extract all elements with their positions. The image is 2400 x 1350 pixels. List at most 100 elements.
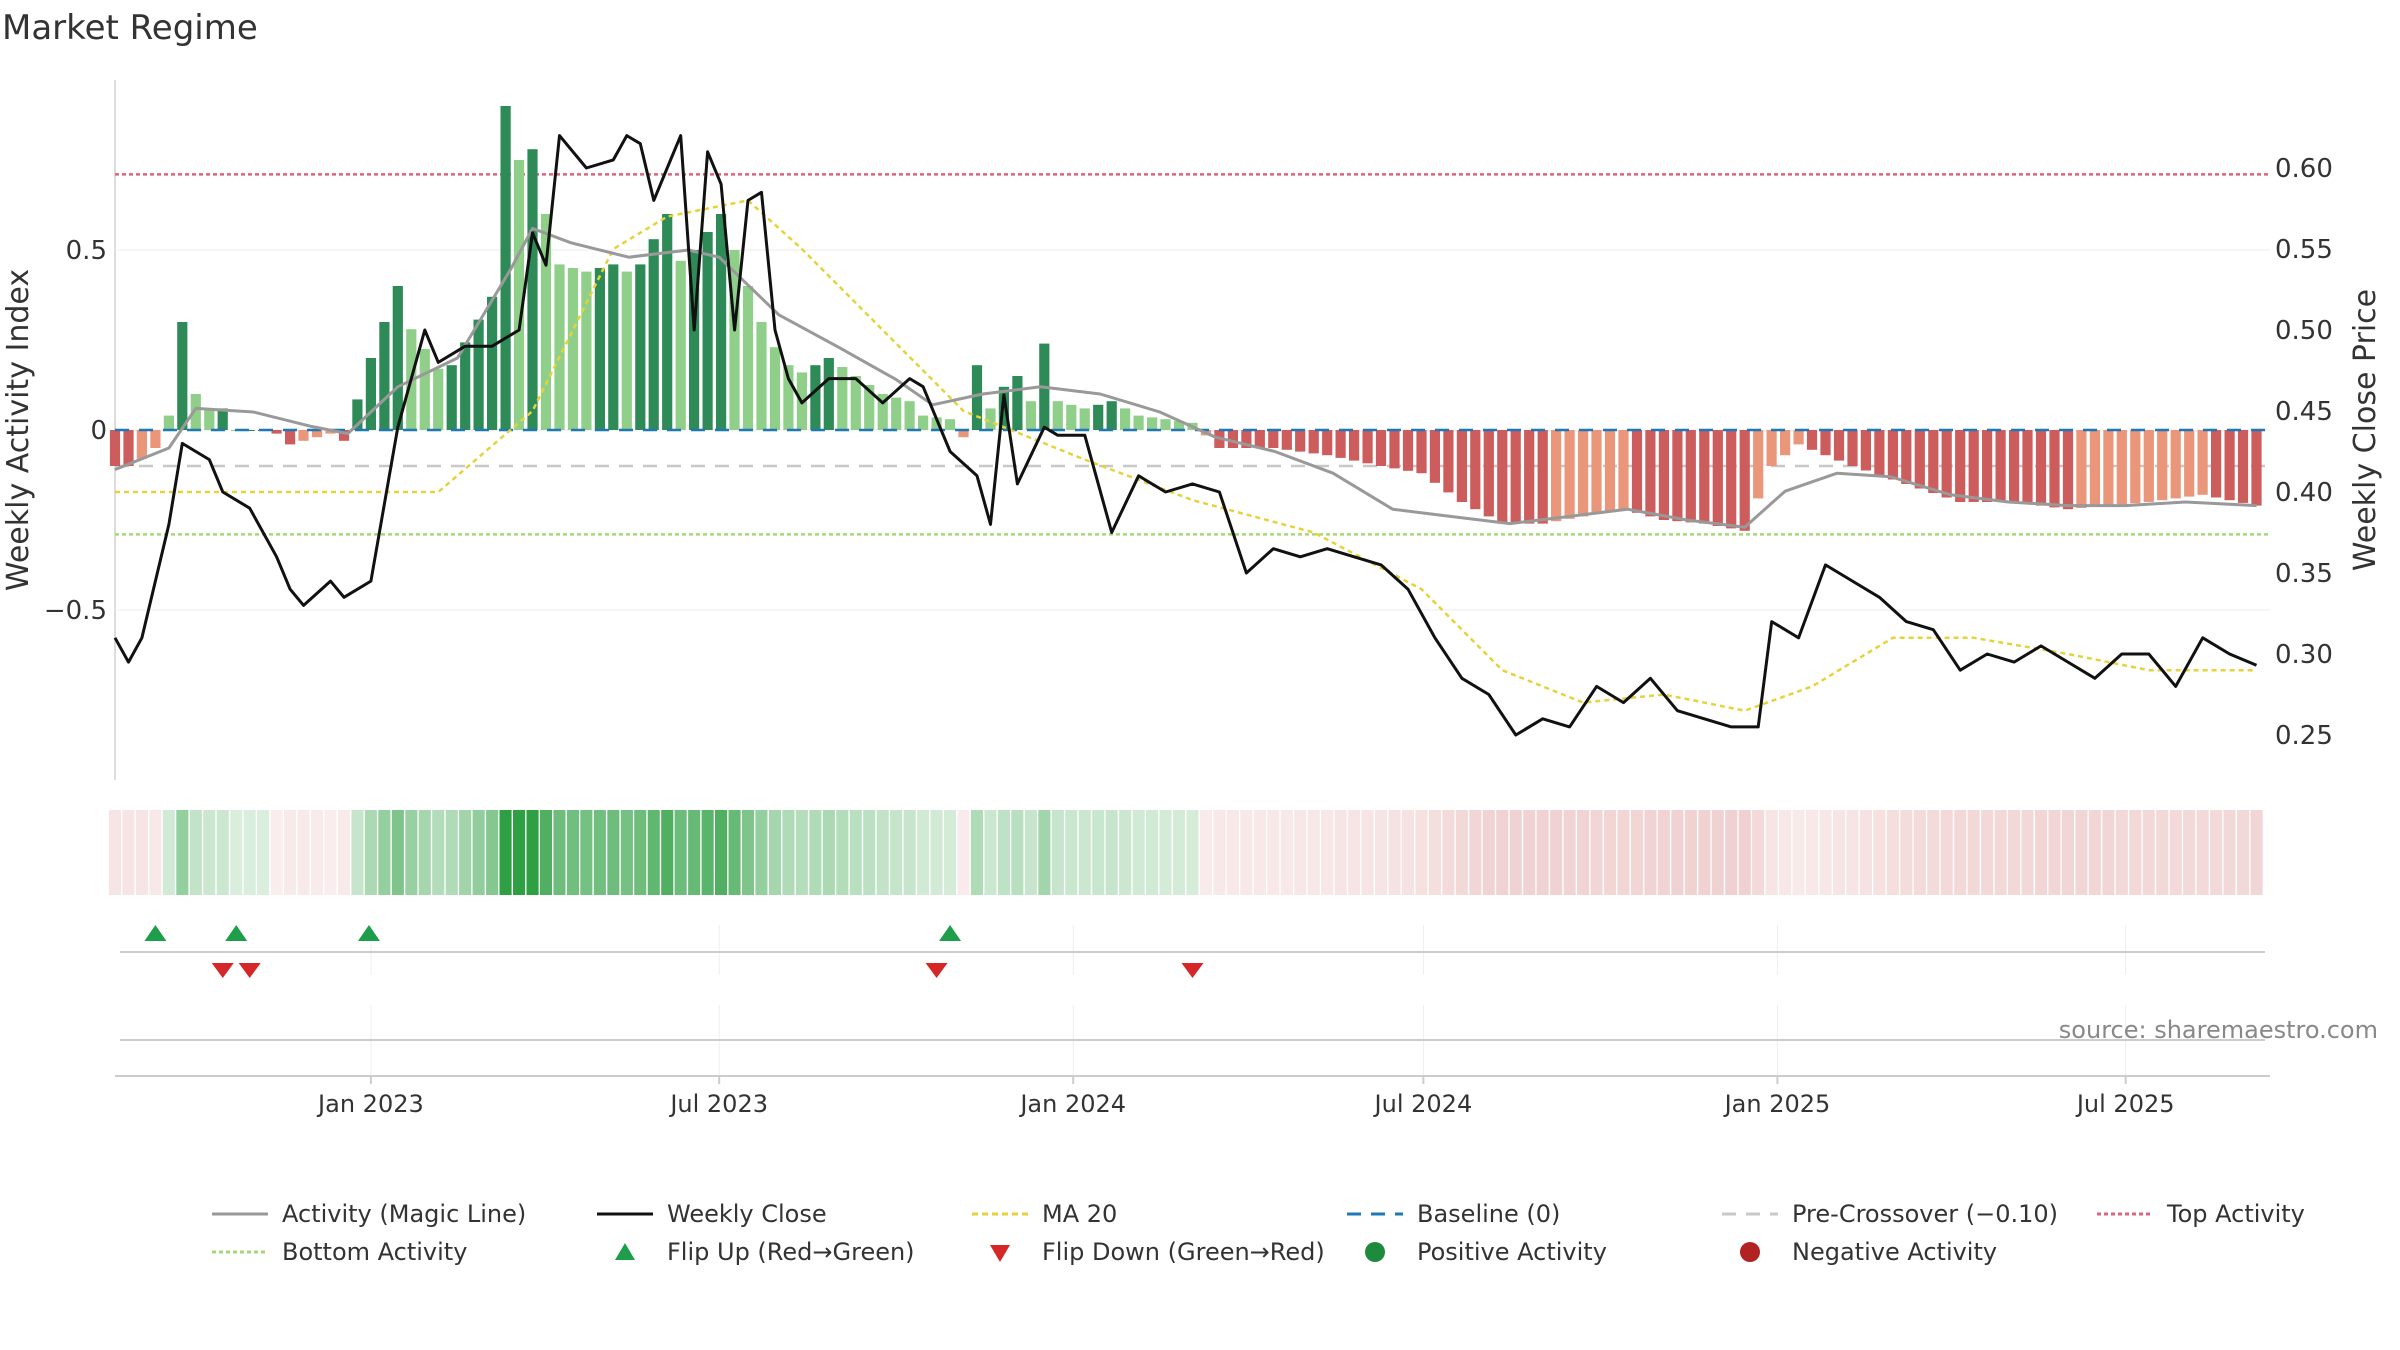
activity-bar — [944, 419, 956, 430]
activity-bar — [419, 349, 430, 430]
ma20-line — [115, 199, 2257, 712]
right-tick-label: 0.30 — [2275, 640, 2333, 670]
activity-bar — [1766, 430, 1777, 466]
activity-bar — [2089, 430, 2100, 507]
regime-strip-cell — [2129, 810, 2142, 895]
regime-strip-cell — [849, 810, 862, 895]
activity-bar — [365, 358, 376, 430]
activity-bar — [1968, 430, 1979, 502]
regime-strip-cell — [1011, 810, 1024, 895]
activity-bar — [769, 347, 781, 430]
activity-bar — [918, 415, 929, 430]
activity-bar — [2049, 430, 2060, 508]
activity-bar — [635, 264, 646, 430]
activity-bar — [2022, 430, 2033, 504]
activity-bar — [608, 264, 619, 430]
activity-bar — [177, 322, 188, 430]
legend-label: Weekly Close — [667, 1200, 827, 1228]
regime-strip-cell — [728, 810, 741, 895]
regime-strip-cell — [1698, 810, 1711, 895]
regime-strip-cell — [1994, 810, 2007, 895]
activity-bar — [1147, 417, 1158, 430]
regime-strip-cell — [257, 810, 270, 895]
regime-strip-cell — [1536, 810, 1549, 895]
activity-bar — [527, 149, 538, 430]
flip-down-marker — [925, 963, 948, 978]
legend-item-top: Top Activity — [2095, 1200, 2305, 1228]
activity-bar — [1120, 408, 1131, 430]
regime-strip-cell — [2075, 810, 2088, 895]
regime-strip-cell — [742, 810, 755, 895]
regime-strip-cell — [1078, 810, 1091, 895]
regime-strip-cell — [674, 810, 687, 895]
right-tick-label: 0.35 — [2275, 559, 2333, 589]
regime-strip-cell — [337, 810, 350, 895]
regime-strip-cell — [1428, 810, 1441, 895]
activity-bar — [1995, 430, 2006, 502]
right-tick-label: 0.50 — [2275, 316, 2333, 346]
regime-strip-cell — [1375, 810, 1388, 895]
activity-bar — [123, 430, 134, 466]
activity-bar — [1402, 430, 1414, 471]
regime-strip-cell — [1967, 810, 1980, 895]
regime-strip-cell — [876, 810, 889, 895]
activity-bar — [204, 408, 215, 430]
regime-strip-cell — [2196, 810, 2209, 895]
activity-bar — [716, 214, 727, 430]
regime-strip-cell — [1523, 810, 1536, 895]
regime-strip-cell — [1590, 810, 1603, 895]
activity-bar — [904, 401, 915, 430]
activity-bar — [1874, 430, 1885, 475]
activity-bar — [2237, 430, 2249, 503]
activity-bar — [2197, 430, 2208, 495]
regime-strip-cell — [755, 810, 768, 895]
regime-strip-cell — [715, 810, 728, 895]
left-tick-label: 0.5 — [66, 236, 107, 266]
regime-strip-cell — [162, 810, 175, 895]
activity-bar — [1052, 401, 1063, 430]
activity-bar — [2035, 430, 2047, 506]
activity-bar — [1806, 430, 1818, 450]
activity-bar — [1914, 430, 1925, 489]
activity-bar — [1793, 430, 1804, 445]
activity-bar — [1726, 430, 1737, 529]
regime-strip-cell — [1065, 810, 1078, 895]
regime-strip-cell — [1173, 810, 1186, 895]
activity-bar — [1268, 430, 1279, 448]
regime-strip-cell — [135, 810, 148, 895]
activity-bar — [1578, 430, 1589, 517]
regime-strip-cell — [1455, 810, 1468, 895]
activity-bar — [1820, 430, 1831, 456]
activity-bar — [1685, 430, 1696, 523]
regime-strip-cell — [1550, 810, 1563, 895]
activity-bar — [958, 430, 969, 438]
regime-strip-cell — [1873, 810, 1886, 895]
regime-strip-cell — [351, 810, 364, 895]
activity-magic-line — [114, 226, 2257, 529]
activity-bar — [311, 430, 323, 438]
regime-strip-cell — [1361, 810, 1374, 895]
regime-strip-cell — [2142, 810, 2155, 895]
activity-bar — [136, 430, 147, 459]
activity-bar — [2170, 430, 2181, 499]
activity-bar — [1025, 401, 1036, 430]
left-tick-label: −0.5 — [44, 596, 107, 626]
x-tick-label: Jan 2025 — [1723, 1090, 1831, 1118]
regime-strip-cell — [1119, 810, 1132, 895]
regime-strip-cell — [122, 810, 135, 895]
activity-bar — [1537, 430, 1548, 524]
regime-strip-cell — [2021, 810, 2034, 895]
regime-strip-cell — [432, 810, 445, 895]
regime-strip-cell — [1563, 810, 1576, 895]
activity-bar — [1173, 421, 1185, 430]
regime-strip-cell — [2250, 810, 2263, 895]
legend-item-bottom: Bottom Activity — [210, 1238, 467, 1266]
regime-strip-cell — [620, 810, 633, 895]
activity-bar — [487, 296, 498, 430]
right-tick-label: 0.55 — [2275, 235, 2333, 265]
regime-strip-cell — [2088, 810, 2101, 895]
regime-strip-cell — [1442, 810, 1455, 895]
activity-bar — [217, 408, 228, 430]
activity-bar — [2076, 430, 2087, 508]
activity-bar — [1833, 430, 1845, 461]
